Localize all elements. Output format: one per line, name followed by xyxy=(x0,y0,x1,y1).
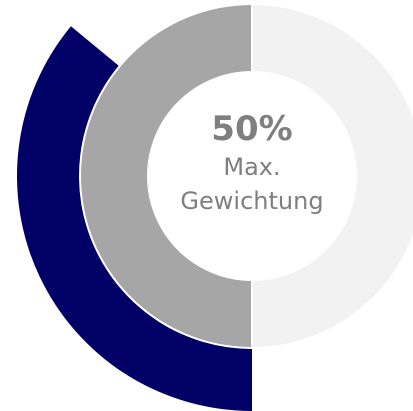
center-text: 50% Max. Gewichtung xyxy=(162,108,342,218)
ring-arc xyxy=(81,5,252,347)
caption: Max. Gewichtung xyxy=(180,153,324,215)
ring-arc xyxy=(17,26,252,411)
value-label: 50% xyxy=(211,109,293,149)
